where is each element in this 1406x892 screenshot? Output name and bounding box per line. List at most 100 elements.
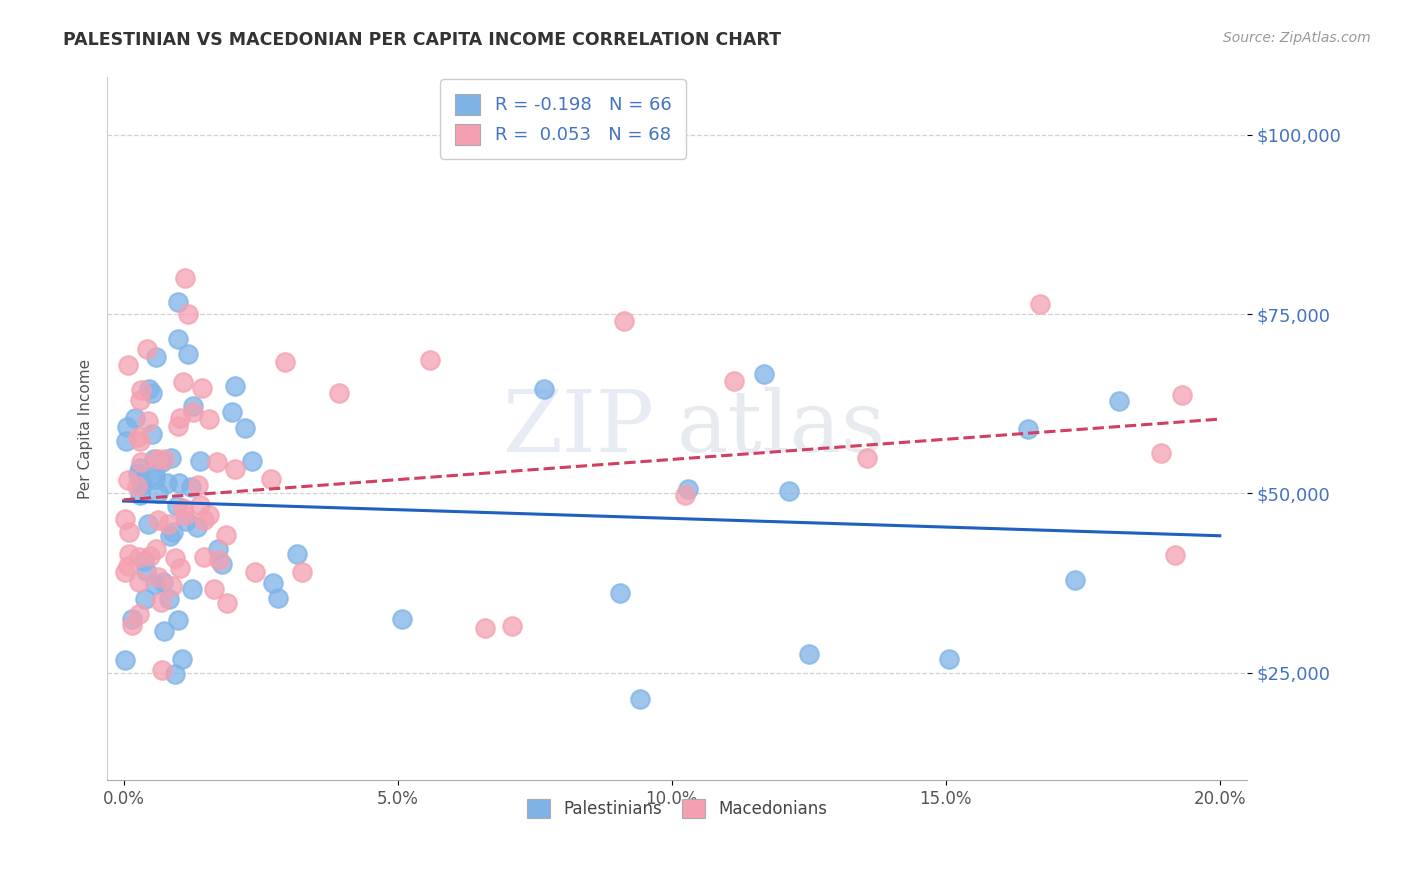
Point [723,374,745,388]
Point [128,550,150,565]
Point [160,450,183,465]
Point [1108,393,1130,408]
Point [115,420,138,434]
Point [191,381,214,395]
Point [207,541,229,556]
Point [146,452,169,467]
Point [285,547,308,561]
Point [274,355,297,369]
Point [181,582,204,597]
Point [134,591,156,606]
Point [167,613,190,627]
Point [127,430,149,444]
Point [1017,422,1039,436]
Point [143,467,166,481]
Point [135,343,157,357]
Point [391,612,413,626]
Point [146,513,169,527]
Text: atlas: atlas [678,387,886,470]
Y-axis label: Per Capita Income: Per Capita Income [79,359,93,499]
Point [156,517,179,532]
Point [142,451,165,466]
Point [676,483,699,497]
Point [127,467,149,481]
Point [129,455,152,469]
Point [938,652,960,666]
Point [197,412,219,426]
Point [501,619,523,633]
Point [202,582,225,597]
Point [291,565,314,579]
Point [262,575,284,590]
Point [114,566,136,580]
Point [136,516,159,531]
Point [143,576,166,591]
Point [141,386,163,401]
Point [628,691,651,706]
Point [217,596,239,610]
Point [188,454,211,468]
Point [169,560,191,574]
Point [128,434,150,449]
Point [128,575,150,590]
Point [173,508,195,522]
Point [121,618,143,632]
Point [152,574,174,589]
Point [1150,446,1173,460]
Text: Source: ZipAtlas.com: Source: ZipAtlas.com [1223,31,1371,45]
Point [613,313,636,327]
Point [533,382,555,396]
Point [135,564,157,578]
Point [328,385,350,400]
Point [131,478,153,492]
Point [1029,297,1052,311]
Point [157,592,180,607]
Point [146,570,169,584]
Point [180,480,202,494]
Point [118,547,141,561]
Point [128,607,150,622]
Point [193,549,215,564]
Point [155,475,177,490]
Point [129,392,152,407]
Point [419,352,441,367]
Point [174,271,197,285]
Point [153,624,176,639]
Point [208,553,231,567]
Point [160,579,183,593]
Point [124,410,146,425]
Point [118,525,141,540]
Point [150,455,173,469]
Point [163,667,186,681]
Point [224,378,246,392]
Point [129,488,152,502]
Point [114,653,136,667]
Point [609,586,631,600]
Point [181,405,204,419]
Point [165,551,187,566]
Point [207,455,229,469]
Point [188,498,211,512]
Point [169,475,191,490]
Point [166,419,188,434]
Point [131,383,153,397]
Point [242,454,264,468]
Point [152,452,174,467]
Point [177,308,200,322]
Point [162,524,184,539]
Point [797,647,820,661]
Point [152,663,174,677]
Point [224,461,246,475]
Point [172,500,194,515]
Point [127,479,149,493]
Point [129,460,152,475]
Point [193,513,215,527]
Point [215,528,238,542]
Point [754,367,776,381]
Point [139,549,162,563]
Point [114,512,136,526]
Point [259,472,281,486]
Point [187,478,209,492]
Point [132,553,155,567]
Point [778,484,800,499]
